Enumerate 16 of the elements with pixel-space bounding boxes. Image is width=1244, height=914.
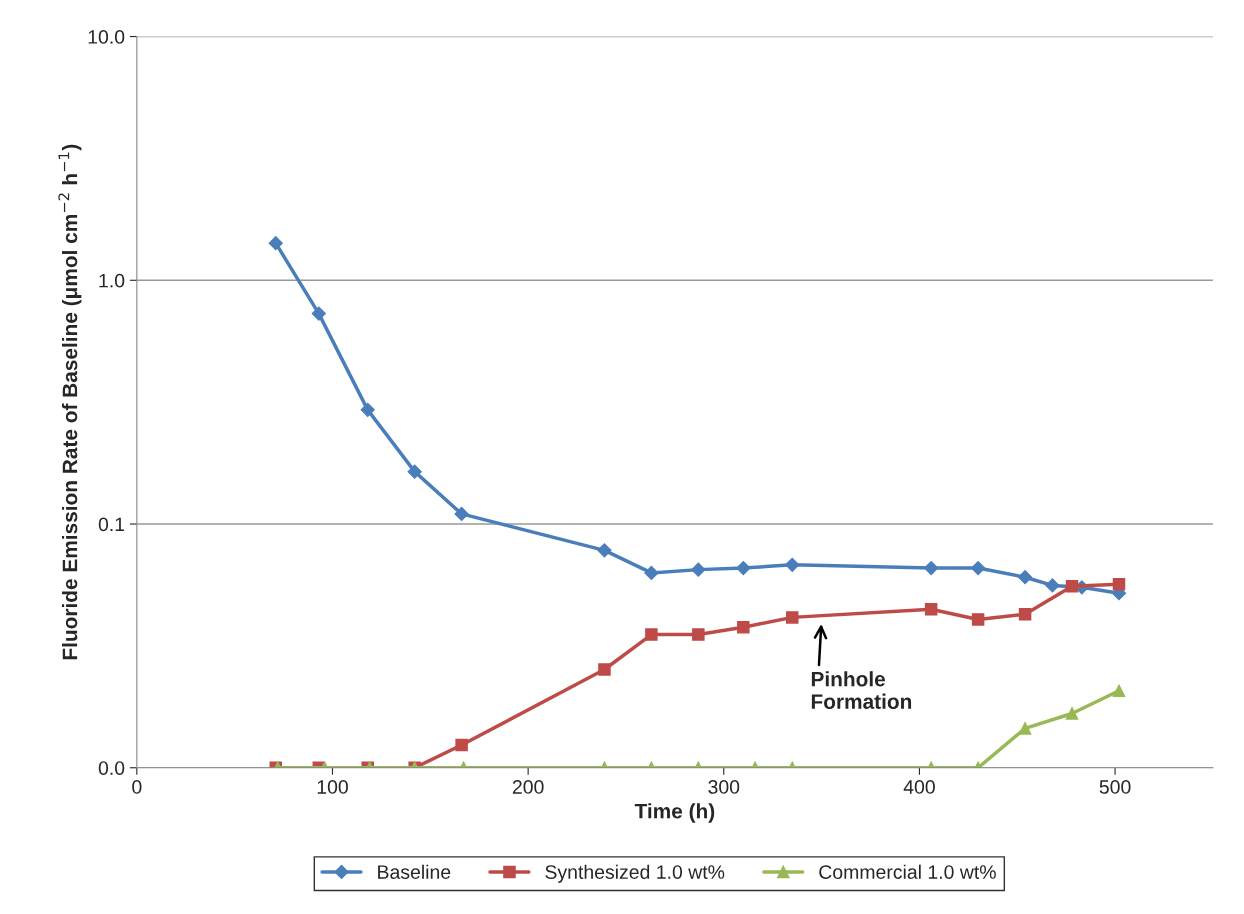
x-tick-label: 200 [512,780,544,794]
legend-label: Baseline [378,864,451,879]
x-tick-label: 100 [317,780,348,794]
x-tick-label: 500 [1099,780,1131,794]
y-axis-title: Fluoride Emission Rate of Baseline (μmol cm$^{−2}$ h$^{−1}$) [58,144,82,660]
legend-label: Commercial 1.0 wt% [819,864,996,879]
y-tick-label: 0.0 [98,761,125,775]
y-tick-label: 1.0 [99,273,125,288]
legend-label: Synthesized 1.0 wt% [545,864,725,883]
x-tick-label: 300 [708,780,740,794]
x-tick-label: 400 [903,780,935,794]
y-tick-label: 0.1 [98,517,125,532]
y-tick-label: 10.0 [88,30,125,44]
x-axis-title: Time (h) [634,803,715,823]
x-tick-label: 0 [132,780,142,794]
annotation: Pinhole Formation [811,671,912,709]
